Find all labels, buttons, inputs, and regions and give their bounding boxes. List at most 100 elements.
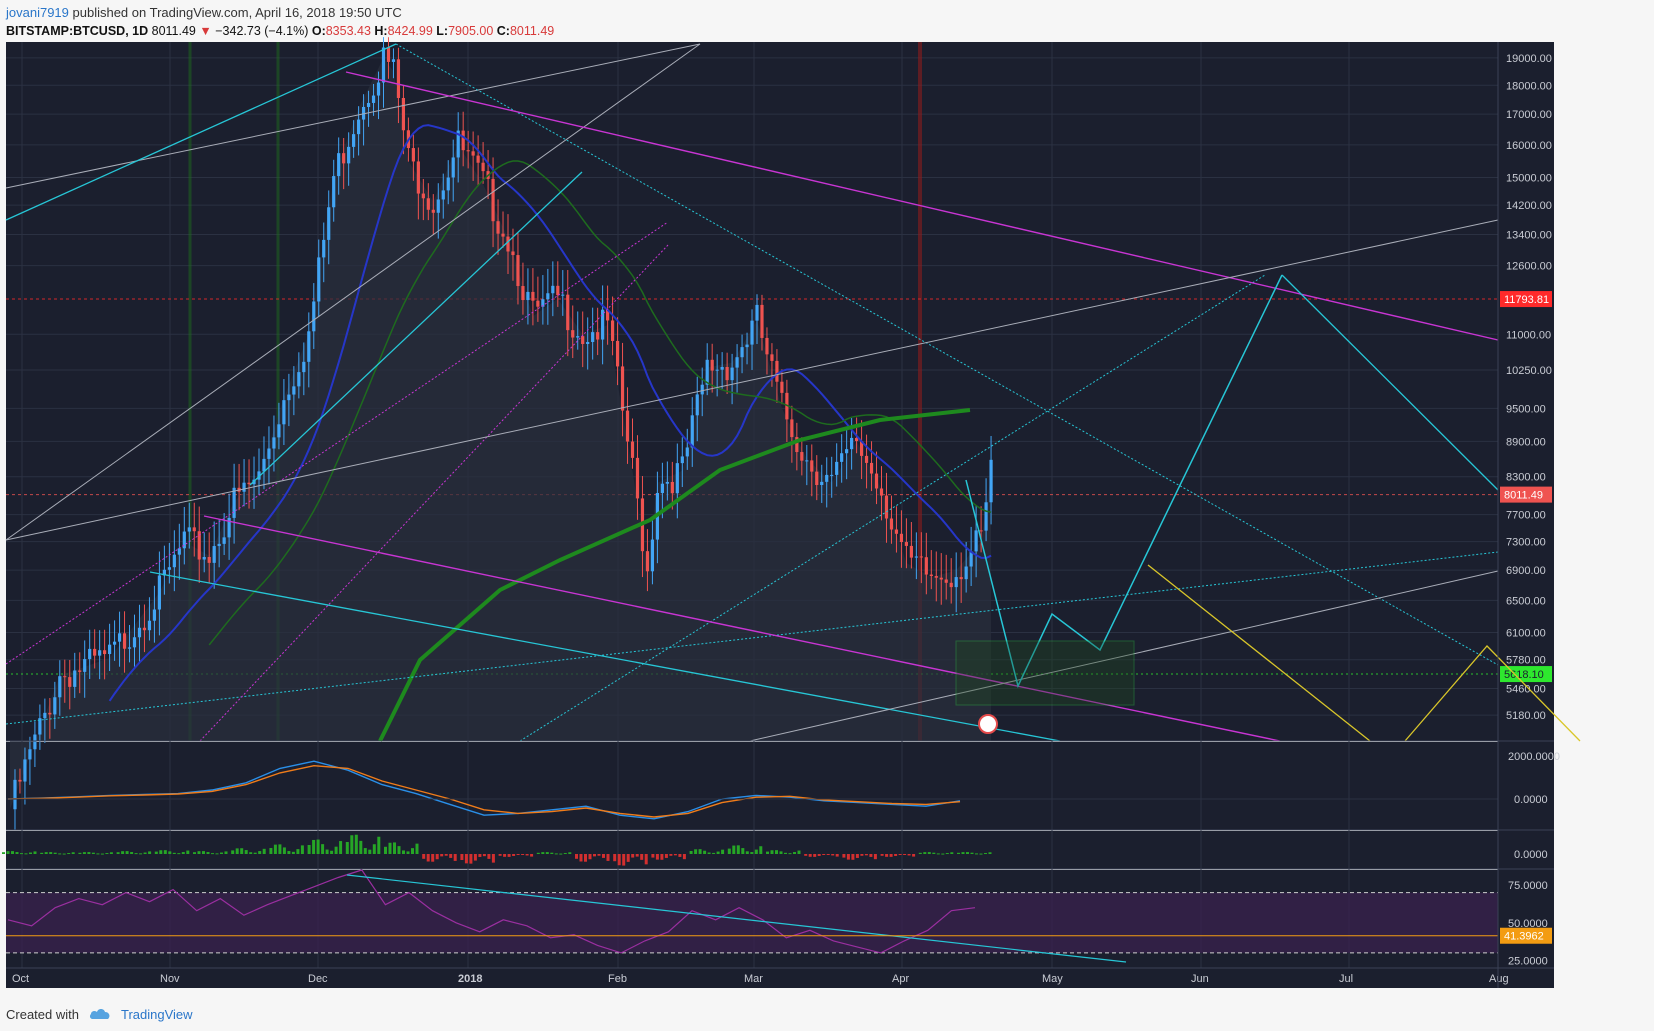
candle-body: [352, 134, 356, 147]
open-label: O:: [311, 24, 326, 38]
momentum-bar: [33, 851, 37, 854]
momentum-bar: [716, 851, 720, 854]
candle-body: [337, 153, 341, 177]
momentum-bar: [143, 852, 147, 854]
candle-body: [73, 670, 77, 687]
candle-body: [416, 161, 420, 194]
ma-long-line: [378, 408, 971, 742]
candle-body: [441, 190, 445, 200]
magenta-trend-line: [203, 515, 1281, 742]
candle-body: [58, 676, 62, 698]
candle-body: [984, 502, 988, 531]
tradingview-link[interactable]: TradingView: [120, 1006, 193, 1022]
cyan-projection-line: [1281, 274, 1499, 491]
author-link[interactable]: jovani7919: [6, 5, 69, 20]
candle-body: [770, 354, 774, 361]
rsi-trend-line: [346, 874, 1127, 963]
candle-body: [152, 609, 157, 621]
momentum-bar: [640, 854, 644, 860]
candle-body: [342, 153, 346, 164]
candle-body: [212, 546, 216, 563]
price-tick-label: 10250.00: [1506, 365, 1552, 377]
candle-body: [815, 471, 819, 485]
candle-body: [127, 647, 132, 649]
momentum-bar: [536, 852, 540, 854]
momentum-bar: [855, 854, 859, 858]
price-level-text: 5618.10: [1504, 669, 1544, 681]
price-tick-label: 5460.00: [1506, 683, 1546, 695]
candle-body: [845, 449, 849, 454]
candle-body: [939, 577, 943, 580]
symbol-name[interactable]: BITSTAMP:BTCUSD, 1D: [6, 24, 149, 38]
candle-body: [132, 637, 137, 648]
candle-body: [576, 336, 580, 338]
candle-body: [725, 366, 729, 381]
momentum-bar: [918, 852, 922, 854]
momentum-bar: [235, 848, 239, 854]
momentum-bar: [402, 850, 405, 854]
momentum-bar: [473, 854, 477, 861]
momentum-bar: [384, 846, 387, 854]
momentum-bar: [707, 852, 711, 854]
time-tick-label: Mar: [744, 973, 763, 985]
momentum-bar: [846, 854, 850, 860]
candle-body: [162, 569, 166, 576]
momentum-bar: [530, 854, 534, 857]
time-tick-label: Oct: [12, 973, 29, 985]
momentum-bar: [703, 850, 707, 854]
momentum-bar: [6, 851, 10, 854]
momentum-bar: [745, 851, 749, 854]
momentum-bar: [49, 852, 53, 854]
candle-body: [366, 102, 371, 107]
candle-body: [949, 582, 953, 588]
momentum-bar: [559, 853, 563, 855]
candle-body: [426, 198, 430, 210]
magenta-dotted-line: [199, 244, 669, 742]
candle-body: [167, 567, 171, 570]
time-tick-label: Jul: [1339, 973, 1353, 985]
candle-body: [38, 718, 42, 735]
yellow-path: [1147, 564, 1371, 742]
momentum-bar: [426, 854, 430, 862]
candle-body: [446, 177, 450, 191]
candle-body: [421, 193, 425, 199]
momentum-bar: [927, 852, 931, 854]
momentum-bar: [121, 851, 125, 854]
candle-body: [690, 415, 694, 448]
candle-body: [969, 551, 973, 567]
momentum-bar: [759, 846, 763, 854]
candle-body: [645, 551, 650, 572]
candle-body: [974, 530, 978, 552]
cyan-trend-line: [5, 43, 397, 221]
candle-body: [700, 384, 704, 395]
momentum-bar: [53, 852, 57, 854]
chart-canvas[interactable]: 19000.00 18000.00 17000.00 16000.00 15000.00…: [0, 0, 1654, 1000]
momentum-bar: [961, 852, 965, 854]
candle-body: [33, 734, 37, 750]
candle-body: [18, 779, 22, 782]
candle-body: [222, 537, 226, 544]
momentum-bar: [873, 854, 877, 860]
momentum-bar: [11, 851, 14, 854]
momentum-bar: [359, 840, 363, 854]
candle-body: [242, 482, 246, 492]
momentum-bar: [134, 853, 138, 855]
candle-body: [835, 461, 839, 475]
rsi-current-text: 41.3962: [1504, 931, 1544, 943]
candle-body: [571, 330, 575, 338]
publish-line: jovani7919 published on TradingView.com,…: [6, 4, 1646, 22]
candle-body: [904, 542, 908, 546]
momentum-bar: [449, 854, 453, 858]
change-arrow-icon: ▼: [199, 24, 212, 38]
rsi-band: [6, 892, 1498, 953]
candle-body: [68, 677, 72, 687]
ma-40-line: [208, 160, 992, 646]
candle-body: [879, 488, 884, 496]
momentum-bar: [453, 854, 457, 861]
candle-body: [13, 779, 17, 810]
price-tick-label: 7700.00: [1506, 510, 1546, 522]
momentum-bar: [368, 849, 372, 854]
price-tick-label: 6500.00: [1506, 595, 1546, 607]
candle-body: [287, 394, 291, 401]
candle-body: [979, 530, 983, 532]
